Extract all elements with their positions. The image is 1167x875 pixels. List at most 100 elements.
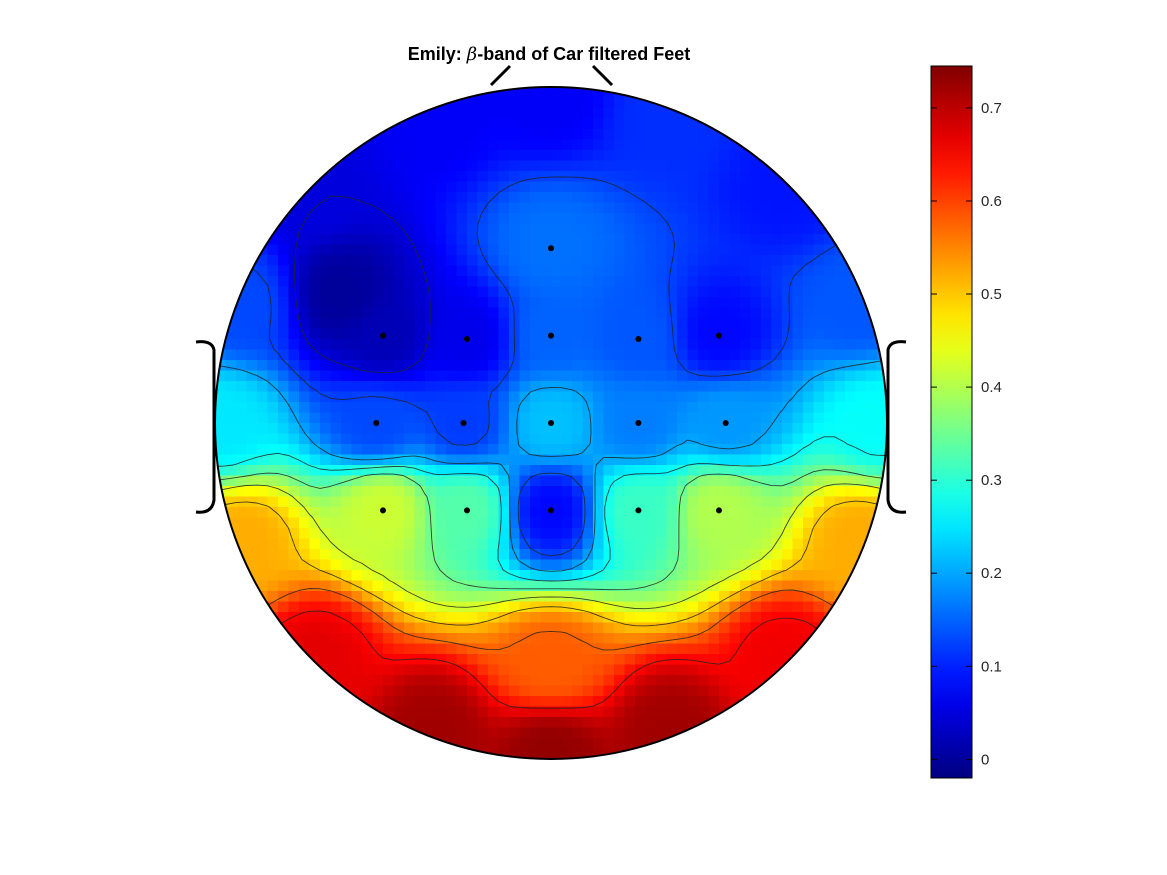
heatmap-cell (656, 339, 668, 351)
heatmap-cell (729, 328, 741, 340)
heatmap-cell (404, 433, 416, 445)
heatmap-cell (393, 160, 405, 172)
heatmap-cell (845, 465, 857, 477)
heatmap-cell (299, 360, 311, 372)
heatmap-cell (866, 549, 878, 561)
heatmap-cell (635, 213, 647, 225)
heatmap-cell (582, 570, 594, 582)
heatmap-cell (572, 97, 584, 109)
heatmap-cell (351, 454, 363, 466)
heatmap-cell (708, 339, 720, 351)
heatmap-cell (330, 150, 342, 162)
heatmap-cell (551, 454, 563, 466)
heatmap-cell (603, 307, 615, 319)
heatmap-cell (740, 444, 752, 456)
heatmap-cell (876, 402, 887, 414)
heatmap-cell (855, 517, 867, 529)
heatmap-cell (761, 633, 773, 645)
heatmap-cell (446, 591, 458, 603)
heatmap-cell (551, 475, 563, 487)
heatmap-cell (761, 370, 773, 382)
heatmap-cell (414, 318, 426, 330)
heatmap-cell (866, 286, 878, 298)
heatmap-cell (561, 370, 573, 382)
heatmap-cell (551, 129, 563, 141)
heatmap-cell (446, 475, 458, 487)
heatmap-cell (624, 160, 636, 172)
heatmap-cell (656, 696, 668, 708)
heatmap-cell (572, 108, 584, 120)
heatmap-cell (813, 265, 825, 277)
heatmap-cell (278, 339, 290, 351)
heatmap-cell (561, 297, 573, 309)
heatmap-cell (498, 234, 510, 246)
heatmap-cell (666, 528, 678, 540)
heatmap-cell (477, 622, 489, 634)
heatmap-cell (687, 265, 699, 277)
heatmap-cell (404, 612, 416, 624)
colorbar-tick-label: 0.2 (981, 565, 1002, 582)
heatmap-cell (351, 465, 363, 477)
heatmap-cell (362, 507, 374, 519)
heatmap-cell (603, 475, 615, 487)
heatmap-cell (582, 685, 594, 697)
heatmap-cell (467, 255, 479, 267)
heatmap-cell (656, 213, 668, 225)
heatmap-cell (215, 423, 227, 435)
heatmap-cell (729, 591, 741, 603)
heatmap-cell (624, 696, 636, 708)
heatmap-cell (603, 675, 615, 687)
heatmap-cell (288, 559, 300, 571)
heatmap-cell (341, 664, 353, 676)
heatmap-cell (509, 181, 521, 193)
heatmap-cell (719, 181, 731, 193)
heatmap-cell (855, 349, 867, 361)
heatmap-cell (425, 601, 437, 613)
heatmap-cell (761, 349, 773, 361)
heatmap-cell (614, 108, 626, 120)
heatmap-cell (456, 297, 468, 309)
heatmap-cell (729, 213, 741, 225)
heatmap-cell (351, 496, 363, 508)
heatmap-cell (267, 286, 279, 298)
heatmap-cell (824, 444, 836, 456)
heatmap-cell (656, 202, 668, 214)
heatmap-cell (771, 475, 783, 487)
heatmap-cell (372, 507, 384, 519)
heatmap-cell (666, 412, 678, 424)
heatmap-cell (278, 444, 290, 456)
heatmap-cell (519, 580, 531, 592)
heatmap-cell (803, 549, 815, 561)
heatmap-cell (582, 591, 594, 603)
heatmap-cell (404, 465, 416, 477)
heatmap-cell (635, 87, 647, 99)
heatmap-cell (309, 580, 321, 592)
heatmap-cell (561, 213, 573, 225)
heatmap-cell (761, 297, 773, 309)
heatmap-cell (225, 328, 237, 340)
heatmap-cell (645, 727, 657, 739)
heatmap-cell (792, 370, 804, 382)
heatmap-cell (551, 370, 563, 382)
heatmap-cell (330, 601, 342, 613)
heatmap-cell (446, 580, 458, 592)
heatmap-cell (561, 622, 573, 634)
heatmap-cell (824, 475, 836, 487)
heatmap-cell (635, 559, 647, 571)
heatmap-cell (582, 423, 594, 435)
heatmap-cell (477, 318, 489, 330)
heatmap-cell (635, 496, 647, 508)
heatmap-cell (635, 171, 647, 183)
heatmap-cell (614, 150, 626, 162)
heatmap-cell (593, 517, 605, 529)
heatmap-cell (330, 360, 342, 372)
heatmap-cell (561, 255, 573, 267)
heatmap-cell (540, 696, 552, 708)
heatmap-cell (551, 286, 563, 298)
heatmap-cell (288, 276, 300, 288)
heatmap-cell (540, 297, 552, 309)
heatmap-cell (498, 423, 510, 435)
heatmap-cell (708, 234, 720, 246)
heatmap-cell (708, 307, 720, 319)
heatmap-cell (761, 234, 773, 246)
